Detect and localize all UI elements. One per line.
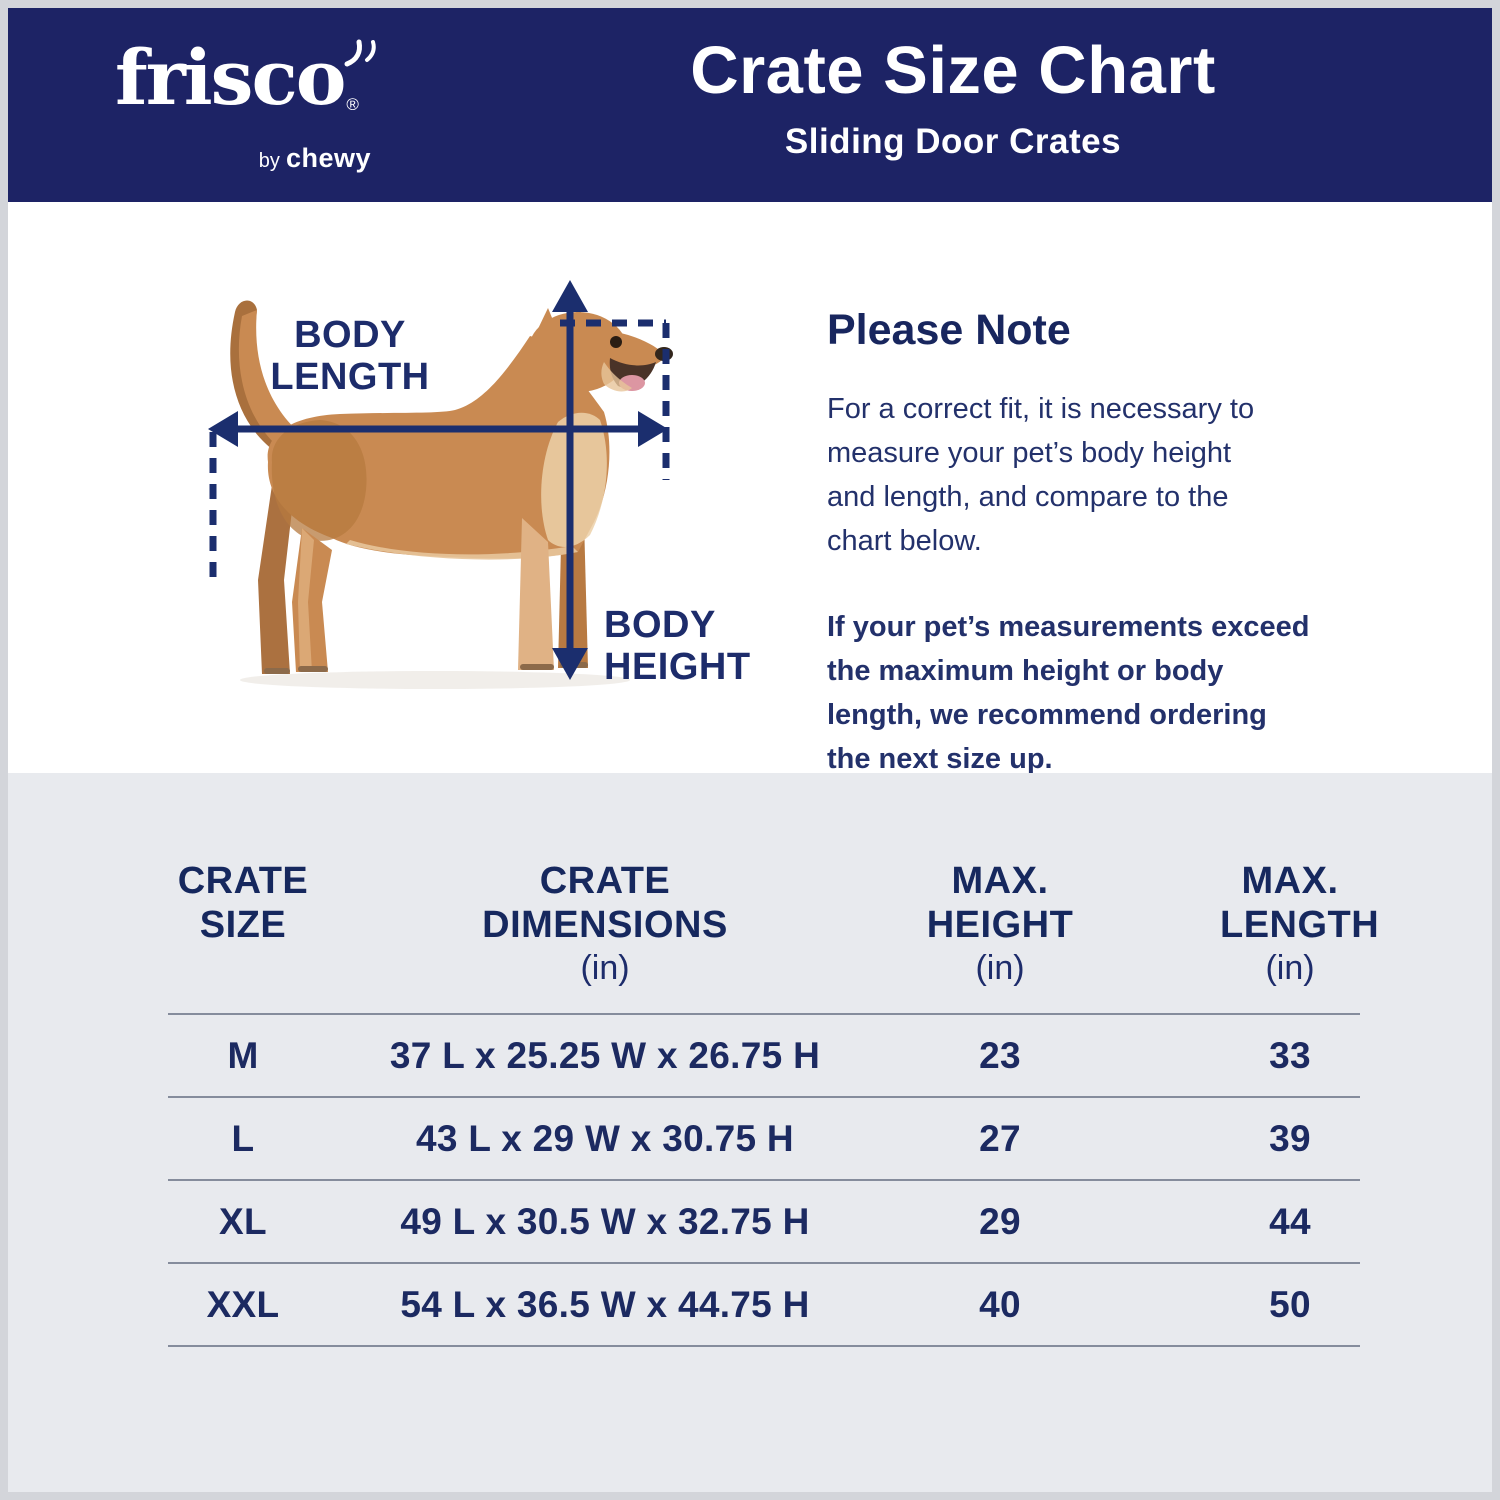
page-title: Crate Size Chart: [690, 33, 1216, 108]
cell-max-length: 39: [1269, 1117, 1311, 1159]
column-header-max-height: MAX. HEIGHT (in): [926, 860, 1074, 987]
cell-dimensions: 49 L x 30.5 W x 32.75 H: [400, 1200, 810, 1242]
table-row: M 37 L x 25.25 W x 26.75 H 23 33: [168, 1015, 1360, 1098]
dashed-guide-lines: [209, 319, 670, 585]
table-header-row: CRATE SIZE CRATE DIMENSIONS (in) MAX. HE…: [168, 859, 1380, 1013]
body-height-label: BODY HEIGHT: [604, 604, 834, 688]
header-band: frisco ® by chewy Crate Size Chart Slidin…: [8, 8, 1492, 202]
crate-size-table: CRATE SIZE CRATE DIMENSIONS (in) MAX. HE…: [168, 859, 1380, 1347]
cell-max-height: 40: [979, 1283, 1021, 1325]
cell-max-height: 29: [979, 1200, 1021, 1242]
cell-max-length: 33: [1269, 1034, 1311, 1076]
cell-dimensions: 54 L x 36.5 W x 44.75 H: [400, 1283, 810, 1325]
note-paragraph: For a correct fit, it is necessary to me…: [827, 393, 1255, 557]
dog-illustration: [230, 300, 673, 689]
frisco-logo-text: frisco: [115, 33, 346, 122]
body-length-label: BODY LENGTH: [260, 314, 440, 398]
table-row: XL 49 L x 30.5 W x 32.75 H 29 44: [168, 1181, 1360, 1264]
cell-max-height: 23: [979, 1034, 1021, 1076]
frisco-logo-wordmark: frisco ®: [85, 36, 385, 141]
body-height-line2: HEIGHT: [604, 646, 751, 688]
measurement-section: BODY LENGTH BODY HEIGHT Please Note For …: [8, 202, 1492, 775]
chewy-logo-text: chewy: [285, 143, 371, 173]
dog-measurement-diagram: [208, 280, 673, 689]
page-subtitle: Sliding Door Crates: [784, 122, 1122, 161]
note-bold-paragraph: If your pet’s measurements exceed the ma…: [827, 611, 1310, 775]
cell-dimensions: 37 L x 25.25 W x 26.75 H: [389, 1034, 821, 1076]
by-chewy-byline: by chewy: [85, 143, 385, 174]
body-height-arrow: [552, 280, 588, 680]
cell-size: M: [227, 1034, 259, 1076]
table-row: L 43 L x 29 W x 30.75 H 27 39: [168, 1098, 1360, 1181]
column-header-crate-dimensions: CRATE DIMENSIONS (in): [482, 860, 728, 987]
cell-size: XL: [219, 1200, 267, 1242]
column-header-max-length: MAX. LENGTH (in): [1220, 860, 1380, 987]
frisco-logo: frisco ® by chewy: [85, 36, 385, 174]
by-text: by: [258, 150, 280, 172]
body-length-arrow: [208, 411, 668, 447]
cell-max-height: 27: [979, 1117, 1021, 1159]
table-body: M 37 L x 25.25 W x 26.75 H 23 33 L 43 L …: [168, 1013, 1360, 1347]
registered-trademark-symbol: ®: [346, 95, 358, 114]
body-height-line1: BODY: [604, 604, 716, 646]
logo-flourish-icon: [344, 39, 376, 67]
please-note-panel: Please Note For a correct fit, it is nec…: [827, 306, 1367, 781]
cell-max-length: 44: [1269, 1200, 1311, 1242]
note-heading: Please Note: [827, 306, 1071, 354]
column-header-crate-size: CRATE SIZE: [177, 860, 309, 946]
body-length-line2: LENGTH: [270, 356, 430, 398]
body-length-line1: BODY: [294, 314, 406, 356]
cell-size: L: [231, 1117, 255, 1159]
size-table-panel: CRATE SIZE CRATE DIMENSIONS (in) MAX. HE…: [8, 773, 1492, 1492]
cell-dimensions: 43 L x 29 W x 30.75 H: [416, 1117, 794, 1159]
cell-max-length: 50: [1269, 1283, 1311, 1325]
table-row: XXL 54 L x 36.5 W x 44.75 H 40 50: [168, 1264, 1360, 1347]
cell-size: XXL: [206, 1283, 280, 1325]
header-titles: Crate Size Chart Sliding Door Crates: [568, 34, 1338, 162]
